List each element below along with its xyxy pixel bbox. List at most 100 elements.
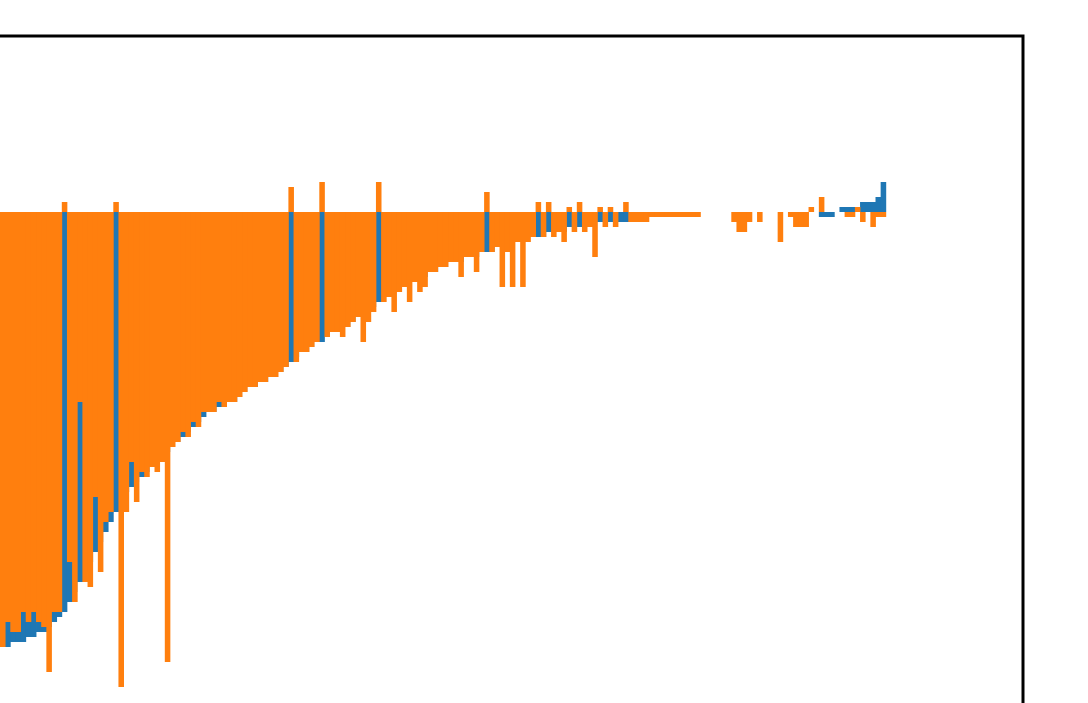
orange-bar [808,207,815,212]
orange-bar [494,212,500,247]
orange-bar [154,212,161,472]
orange-bar [72,212,78,602]
orange-bar [41,212,47,627]
orange-bar [226,212,233,402]
blue-bar [545,212,552,232]
orange-bar [128,212,135,462]
orange-bar [612,212,619,227]
orange-bar [77,212,83,402]
orange-bar [164,212,171,662]
orange-bar [515,212,521,242]
blue-bar [844,207,851,212]
orange-bar [252,212,258,387]
orange-bar [880,212,887,217]
orange-bar [5,212,11,622]
orange-bar [87,212,94,587]
blue-bar [535,212,542,237]
orange-bar [818,197,825,212]
orange-bar [206,212,212,412]
orange-bar [448,212,454,262]
orange-bar [453,212,459,262]
orange-bar [684,212,691,217]
orange-bar [329,212,336,332]
orange-bar [540,212,547,237]
orange-bar [303,212,310,352]
orange-bar [355,212,361,317]
orange-bar [803,212,809,227]
orange-bar [66,212,73,562]
blue-bar [829,212,835,217]
blue-bar [849,207,856,212]
orange-bar [478,212,485,252]
orange-bar [375,182,382,212]
blue-bar [824,212,830,217]
blue-bar [484,212,490,252]
orange-bar [860,212,866,222]
orange-bar [633,212,639,222]
orange-bar [185,212,191,437]
orange-bar [592,212,598,257]
orange-bar [793,212,799,227]
orange-bar [288,187,294,212]
orange-bar [432,212,439,272]
orange-bar [643,212,650,222]
orange-bar [798,212,804,227]
blue-bar [597,212,603,222]
orange-bar [345,212,351,327]
orange-bar [97,212,104,572]
orange-bar [113,202,119,212]
orange-bar [690,212,696,217]
blue-bar [860,202,866,212]
orange-bar [195,212,202,427]
orange-bar [211,212,217,412]
orange-bar [82,212,88,582]
orange-bar [844,212,851,217]
orange-bar [581,212,588,232]
orange-bar [736,212,742,232]
orange-bar [437,212,444,267]
orange-bar [674,212,681,217]
orange-bar [20,212,27,612]
orange-bar [309,212,315,347]
orange-bar [144,212,150,477]
orange-bar [92,212,99,497]
orange-bar [381,212,387,302]
blue-bar [880,182,887,212]
orange-bar [56,212,63,612]
blue-bar [566,212,573,227]
orange-bar [458,212,464,277]
orange-bar [190,212,197,422]
orange-bar [468,212,475,257]
blue-bar [113,212,119,512]
orange-bar [654,212,660,217]
orange-bar [272,212,279,377]
orange-bar [597,207,603,212]
blue-bar [607,212,614,222]
orange-bar [149,212,155,467]
orange-bar [123,212,130,512]
orange-bar [757,212,763,222]
orange-bar [159,212,166,462]
orange-bar [412,212,418,282]
orange-bar [648,212,655,217]
orange-bar [231,212,238,402]
orange-bar [365,212,372,322]
blue-bar [870,202,876,212]
orange-bar [133,212,140,502]
orange-bar [489,212,495,252]
blue-bar [818,212,825,217]
orange-bar [293,212,300,362]
orange-bar [283,212,289,367]
series-orange-bars [0,182,887,687]
orange-bar [61,202,68,212]
orange-bar [746,212,753,222]
orange-bar [139,212,145,472]
orange-bar [262,212,269,382]
orange-bar [118,212,124,687]
orange-bar [422,212,428,287]
orange-bar [576,202,583,212]
orange-bar [587,212,593,227]
orange-bar [350,212,356,322]
orange-bar [298,212,305,352]
